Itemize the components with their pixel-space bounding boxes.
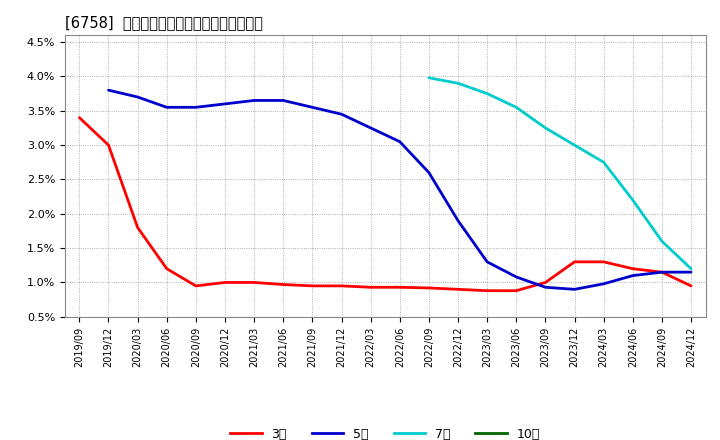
Text: [6758]  経常利益マージンの標準偏差の推移: [6758] 経常利益マージンの標準偏差の推移	[65, 15, 263, 30]
Legend: 3年, 5年, 7年, 10年: 3年, 5年, 7年, 10年	[225, 423, 545, 440]
